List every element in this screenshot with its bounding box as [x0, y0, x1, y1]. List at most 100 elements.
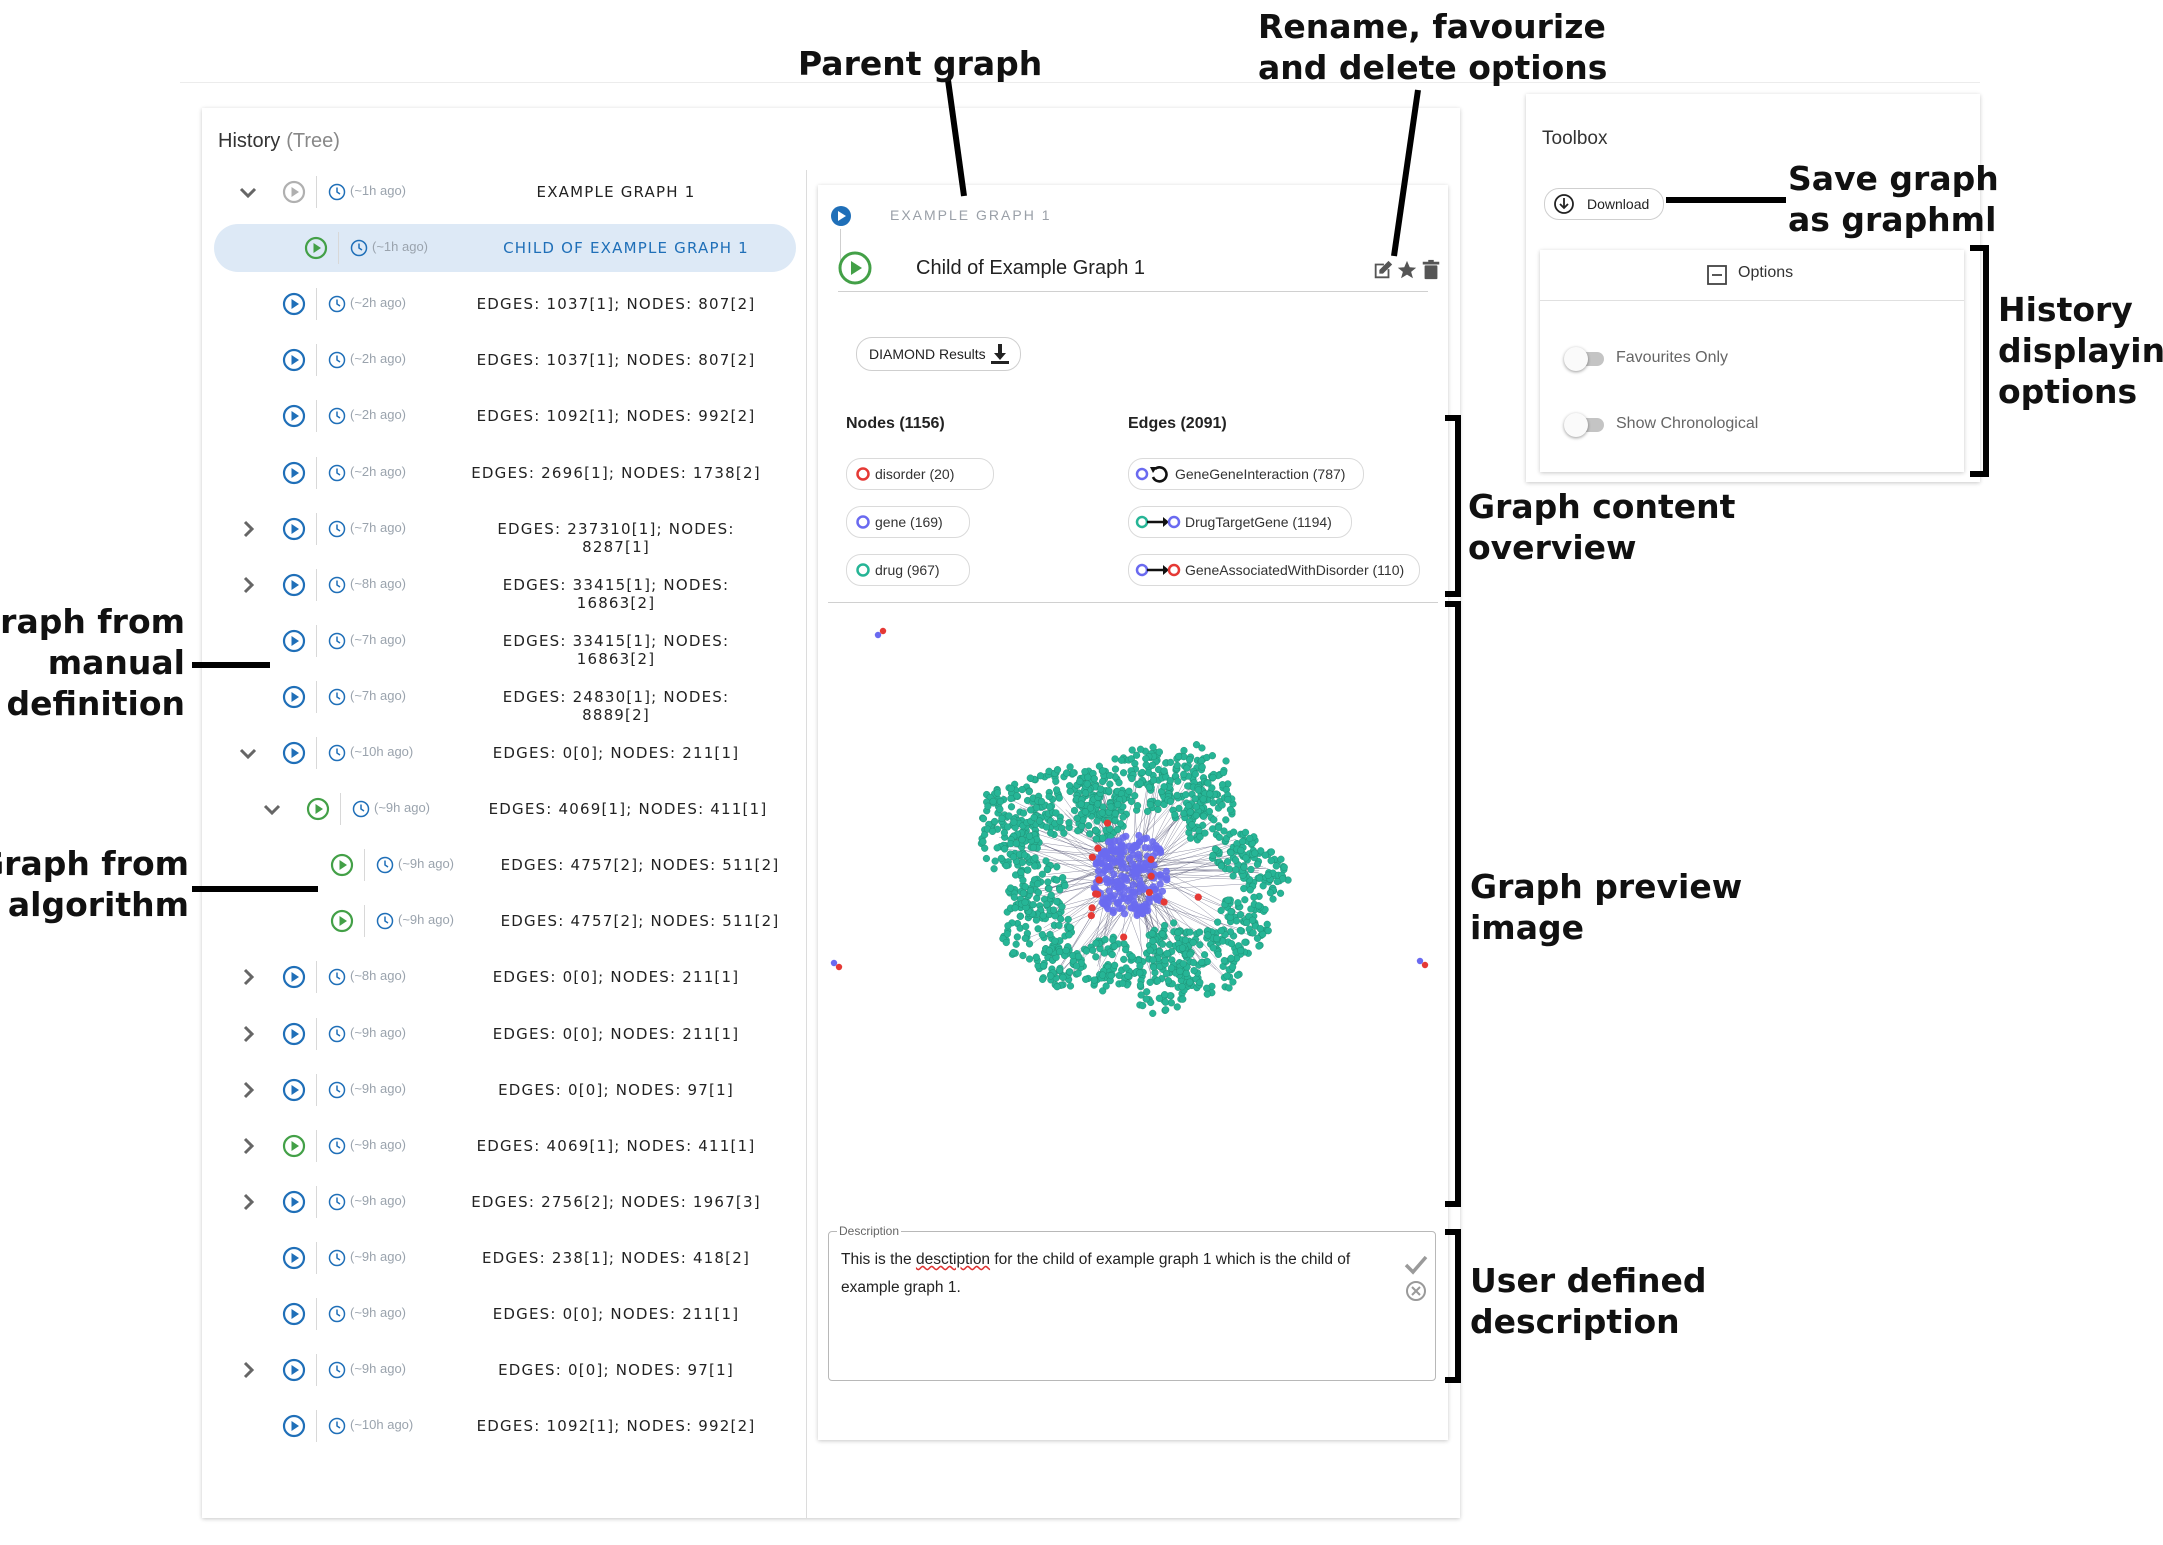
chevron-down-icon[interactable] [260, 797, 284, 821]
chevron-right-icon[interactable] [236, 573, 260, 597]
history-row[interactable]: (~9h ago) EDGES: 0[0]; NODES: 97[1] [216, 1346, 796, 1394]
chevron-right-icon[interactable] [236, 1078, 260, 1102]
row-label[interactable]: CHILD OF EXAMPLE GRAPH 1 [503, 239, 749, 257]
chevron-down-icon[interactable] [236, 741, 260, 765]
play-icon[interactable] [282, 965, 306, 989]
edit-icon[interactable] [1372, 259, 1394, 281]
row-label[interactable]: EDGES: 1092[1]; NODES: 992[2] [476, 407, 756, 425]
play-icon[interactable] [282, 1414, 306, 1438]
history-row[interactable]: (~9h ago) EDGES: 238[1]; NODES: 418[2] [216, 1234, 796, 1282]
history-row[interactable]: (~10h ago) EDGES: 1092[1]; NODES: 992[2] [216, 1402, 796, 1450]
toggle-knob[interactable] [1564, 347, 1588, 371]
history-row[interactable]: (~1h ago) EXAMPLE GRAPH 1 [216, 168, 796, 216]
play-icon[interactable] [282, 1246, 306, 1270]
play-icon[interactable] [282, 404, 306, 428]
row-label[interactable]: EDGES: 24830[1]; NODES: 8889[2] [502, 688, 730, 724]
play-icon[interactable] [282, 629, 306, 653]
play-icon[interactable] [282, 1358, 306, 1382]
node-type-chip[interactable]: drug (967) [846, 554, 970, 586]
play-icon[interactable] [282, 517, 306, 541]
history-row[interactable]: (~7h ago) EDGES: 237310[1]; NODES: 8287[1… [216, 505, 796, 556]
play-icon[interactable] [282, 461, 306, 485]
row-label[interactable]: EDGES: 2696[1]; NODES: 1738[2] [471, 464, 761, 482]
row-label[interactable]: EDGES: 1037[1]; NODES: 807[2] [476, 295, 756, 313]
row-label[interactable]: EDGES: 0[0]; NODES: 211[1] [492, 744, 740, 762]
chevron-right-icon[interactable] [236, 1022, 260, 1046]
history-row[interactable]: (~9h ago) EDGES: 4757[2]; NODES: 511[2] [216, 841, 796, 889]
graph-title[interactable]: Child of Example Graph 1 [916, 257, 1146, 279]
row-label[interactable]: EDGES: 33415[1]; NODES: 16863[2] [502, 632, 730, 668]
play-icon[interactable] [838, 251, 872, 285]
chevron-right-icon[interactable] [236, 517, 260, 541]
history-row[interactable]: (~9h ago) EDGES: 4069[1]; NODES: 411[1] [216, 1122, 796, 1170]
play-icon[interactable] [282, 292, 306, 316]
history-row[interactable]: (~8h ago) EDGES: 33415[1]; NODES: 16863[2… [216, 561, 796, 612]
options-header[interactable]: Options [1540, 250, 1964, 301]
node-type-chip[interactable]: gene (169) [846, 506, 970, 538]
chevron-right-icon[interactable] [236, 965, 260, 989]
history-row[interactable]: (~9h ago) EDGES: 0[0]; NODES: 211[1] [216, 1010, 796, 1058]
check-icon[interactable] [1403, 1254, 1429, 1276]
row-label[interactable]: EDGES: 4757[2]; NODES: 511[2] [500, 856, 780, 874]
play-icon[interactable] [282, 685, 306, 709]
play-icon[interactable] [282, 741, 306, 765]
history-row[interactable]: (~9h ago) EDGES: 0[0]; NODES: 211[1] [216, 1290, 796, 1338]
edge-type-chip[interactable]: GeneAssociatedWithDisorder (110) [1128, 554, 1420, 586]
play-icon[interactable] [282, 1190, 306, 1214]
row-label[interactable]: EDGES: 0[0]; NODES: 97[1] [498, 1081, 734, 1099]
history-row[interactable]: (~2h ago) EDGES: 1037[1]; NODES: 807[2] [216, 336, 796, 384]
chevron-down-icon[interactable] [236, 180, 260, 204]
delete-icon[interactable] [1420, 259, 1442, 281]
edge-type-chip[interactable]: GeneGeneInteraction (787) [1128, 458, 1364, 490]
history-row[interactable]: (~9h ago) EDGES: 0[0]; NODES: 97[1] [216, 1066, 796, 1114]
row-label[interactable]: EDGES: 4757[2]; NODES: 511[2] [500, 912, 780, 930]
row-label[interactable]: EDGES: 4069[1]; NODES: 411[1] [488, 800, 768, 818]
history-row[interactable]: (~2h ago) EDGES: 2696[1]; NODES: 1738[2] [216, 449, 796, 497]
description-field[interactable]: Description This is the desctiption for … [828, 1224, 1436, 1381]
history-row[interactable]: (~9h ago) EDGES: 4069[1]; NODES: 411[1] [216, 785, 796, 833]
history-row[interactable]: (~10h ago) EDGES: 0[0]; NODES: 211[1] [216, 729, 796, 777]
history-row-selected[interactable]: (~1h ago) CHILD OF EXAMPLE GRAPH 1 [214, 224, 796, 272]
row-label[interactable]: EDGES: 4069[1]; NODES: 411[1] [476, 1137, 756, 1155]
node-type-chip[interactable]: disorder (20) [846, 458, 994, 490]
history-row[interactable]: (~7h ago) EDGES: 33415[1]; NODES: 16863[2… [216, 617, 796, 668]
parent-graph-label[interactable]: EXAMPLE GRAPH 1 [890, 207, 1052, 223]
history-row[interactable]: (~2h ago) EDGES: 1092[1]; NODES: 992[2] [216, 392, 796, 440]
history-row[interactable]: (~9h ago) EDGES: 2756[2]; NODES: 1967[3] [216, 1178, 796, 1226]
row-label[interactable]: EDGES: 2756[2]; NODES: 1967[3] [471, 1193, 761, 1211]
chevron-right-icon[interactable] [236, 1190, 260, 1214]
star-icon[interactable] [1396, 259, 1418, 281]
play-icon[interactable] [306, 797, 330, 821]
cancel-icon[interactable] [1405, 1280, 1427, 1302]
row-label[interactable]: EDGES: 33415[1]; NODES: 16863[2] [502, 576, 730, 612]
play-icon[interactable] [282, 1302, 306, 1326]
play-icon[interactable] [282, 180, 306, 204]
row-label[interactable]: EDGES: 237310[1]; NODES: 8287[1] [497, 520, 735, 556]
play-icon[interactable] [282, 1022, 306, 1046]
history-row[interactable]: (~8h ago) EDGES: 0[0]; NODES: 211[1] [216, 953, 796, 1001]
edge-type-chip[interactable]: DrugTargetGene (1194) [1128, 506, 1352, 538]
play-icon[interactable] [282, 1078, 306, 1102]
row-label[interactable]: EDGES: 0[0]; NODES: 211[1] [492, 1305, 740, 1323]
parent-play-icon[interactable] [830, 205, 852, 227]
play-icon[interactable] [282, 1134, 306, 1158]
history-row[interactable]: (~9h ago) EDGES: 4757[2]; NODES: 511[2] [216, 897, 796, 945]
play-icon[interactable] [330, 909, 354, 933]
collapse-icon[interactable] [1706, 264, 1728, 286]
diamond-results-button[interactable]: DIAMOND Results [856, 337, 1021, 371]
description-text[interactable]: This is the desctiption for the child of… [841, 1246, 1381, 1302]
play-icon[interactable] [282, 348, 306, 372]
row-label[interactable]: EDGES: 0[0]; NODES: 211[1] [492, 1025, 740, 1043]
row-label[interactable]: EDGES: 238[1]; NODES: 418[2] [481, 1249, 751, 1267]
history-row[interactable]: (~2h ago) EDGES: 1037[1]; NODES: 807[2] [216, 280, 796, 328]
play-icon[interactable] [304, 236, 328, 260]
play-icon[interactable] [282, 573, 306, 597]
row-label[interactable]: EDGES: 1092[1]; NODES: 992[2] [476, 1417, 756, 1435]
download-button[interactable]: Download [1544, 188, 1664, 220]
history-row[interactable]: (~7h ago) EDGES: 24830[1]; NODES: 8889[2] [216, 673, 796, 724]
chevron-right-icon[interactable] [236, 1358, 260, 1382]
play-icon[interactable] [330, 853, 354, 877]
row-label[interactable]: EDGES: 0[0]; NODES: 211[1] [492, 968, 740, 986]
row-label[interactable]: EXAMPLE GRAPH 1 [536, 183, 696, 201]
toggle-knob[interactable] [1564, 413, 1588, 437]
